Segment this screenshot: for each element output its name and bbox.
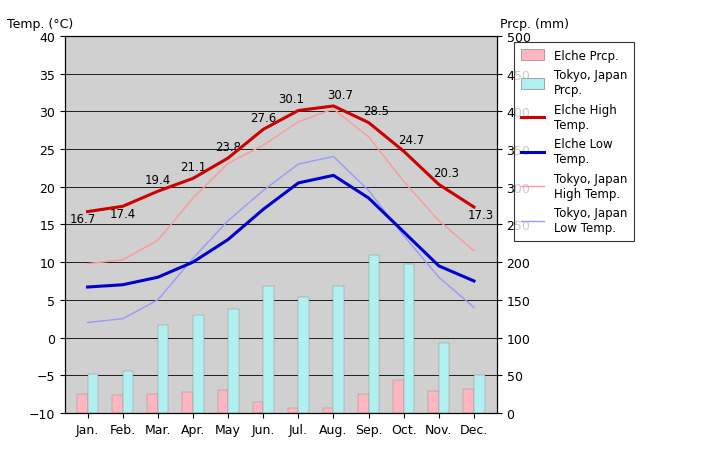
Text: 27.6: 27.6 [250, 112, 276, 125]
Bar [158, 325, 168, 413]
Text: 17.4: 17.4 [109, 207, 136, 220]
Bar [112, 395, 122, 413]
Text: 30.1: 30.1 [279, 93, 305, 106]
Bar [253, 402, 264, 413]
Bar [333, 286, 344, 413]
Bar [404, 265, 414, 413]
Bar [148, 394, 158, 413]
Text: 24.7: 24.7 [397, 134, 424, 146]
Text: 20.3: 20.3 [433, 167, 459, 180]
Text: 30.7: 30.7 [328, 89, 354, 101]
Bar [88, 374, 98, 413]
Bar [182, 392, 193, 413]
Bar [428, 391, 439, 413]
Bar [369, 255, 379, 413]
Bar [393, 380, 404, 413]
Bar [474, 375, 485, 413]
Bar [288, 409, 298, 413]
Bar [358, 394, 369, 413]
Bar [193, 315, 204, 413]
Text: Prcp. (mm): Prcp. (mm) [500, 18, 570, 31]
Bar [217, 391, 228, 413]
Bar [439, 343, 449, 413]
Text: 28.5: 28.5 [363, 105, 389, 118]
Text: 21.1: 21.1 [180, 161, 206, 174]
Bar [323, 408, 333, 413]
Legend: Elche Prcp., Tokyo, Japan
Prcp., Elche High
Temp., Elche Low
Temp., Tokyo, Japan: Elche Prcp., Tokyo, Japan Prcp., Elche H… [513, 43, 634, 242]
Text: 19.4: 19.4 [145, 174, 171, 186]
Text: 17.3: 17.3 [468, 208, 494, 221]
Bar [77, 394, 88, 413]
Bar [122, 371, 133, 413]
Bar [298, 297, 309, 413]
Bar [228, 309, 238, 413]
Text: 16.7: 16.7 [69, 213, 96, 226]
Bar [464, 389, 474, 413]
Bar [264, 286, 274, 413]
Text: 23.8: 23.8 [215, 140, 241, 153]
Text: Temp. (°C): Temp. (°C) [7, 18, 73, 31]
